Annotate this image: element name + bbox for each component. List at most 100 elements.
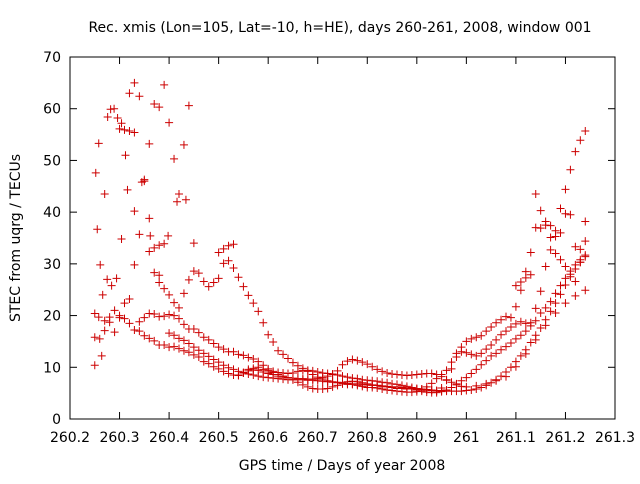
data-point xyxy=(516,286,525,295)
data-point xyxy=(541,221,550,230)
data-point xyxy=(472,381,481,390)
data-point xyxy=(397,383,406,392)
data-point xyxy=(536,323,545,332)
data-point xyxy=(155,241,164,250)
data-point xyxy=(477,383,486,392)
data-point xyxy=(511,319,520,328)
data-point xyxy=(209,362,218,371)
data-point xyxy=(204,352,213,361)
x-tick-label: 261.3 xyxy=(595,430,635,446)
data-point xyxy=(244,353,253,362)
data-point xyxy=(298,374,307,383)
data-point xyxy=(175,303,183,312)
data-point xyxy=(338,378,347,387)
data-point xyxy=(497,372,506,381)
y-tick-label: 60 xyxy=(43,102,61,118)
data-point xyxy=(546,245,555,254)
data-point xyxy=(531,335,540,344)
data-point xyxy=(407,371,416,380)
x-tick-label: 260.5 xyxy=(199,430,239,446)
data-point xyxy=(497,330,506,339)
data-point xyxy=(467,350,476,359)
data-point xyxy=(561,274,570,283)
data-point xyxy=(150,336,159,345)
data-point xyxy=(204,282,213,291)
data-point xyxy=(184,339,193,348)
data-point xyxy=(145,309,154,318)
data-point xyxy=(254,366,263,375)
data-point xyxy=(165,343,174,352)
data-point xyxy=(155,278,164,287)
data-point xyxy=(135,317,144,326)
data-point xyxy=(140,313,149,322)
data-point xyxy=(556,290,565,299)
data-point xyxy=(244,366,253,375)
x-tick-label: 260.3 xyxy=(99,430,139,446)
x-tick-label: 260.4 xyxy=(149,430,189,446)
data-point xyxy=(269,337,278,346)
data-point xyxy=(521,319,530,328)
data-point xyxy=(117,119,126,128)
data-point xyxy=(482,327,491,336)
data-point xyxy=(536,287,545,296)
data-point xyxy=(551,308,560,317)
y-tick-label: 10 xyxy=(43,360,61,376)
data-point xyxy=(103,275,112,284)
data-point xyxy=(165,118,174,127)
data-point xyxy=(303,366,312,375)
data-point xyxy=(91,168,100,177)
data-point xyxy=(511,302,520,311)
data-point xyxy=(452,352,461,361)
data-point xyxy=(556,204,565,213)
data-point xyxy=(308,375,317,384)
data-point xyxy=(452,380,461,389)
data-point xyxy=(194,346,203,355)
data-point xyxy=(566,210,575,219)
data-point xyxy=(442,375,451,384)
data-point xyxy=(145,334,154,343)
data-point xyxy=(417,370,426,379)
data-point xyxy=(482,356,491,365)
data-point xyxy=(100,326,109,335)
data-point xyxy=(571,147,580,156)
data-point xyxy=(536,224,545,233)
data-point xyxy=(214,364,223,373)
data-point xyxy=(288,358,297,367)
data-point xyxy=(492,376,501,385)
data-point xyxy=(536,206,545,215)
data-point xyxy=(482,345,491,354)
data-point xyxy=(214,343,223,352)
data-point xyxy=(150,243,159,252)
x-axis-label: GPS time / Days of year 2008 xyxy=(239,458,446,474)
data-point xyxy=(110,328,119,337)
data-point xyxy=(581,237,590,246)
data-point xyxy=(170,331,179,340)
data-point xyxy=(521,349,530,358)
data-point xyxy=(279,373,288,382)
data-point xyxy=(150,310,159,319)
data-point xyxy=(100,316,109,325)
data-point xyxy=(189,350,198,359)
data-point xyxy=(95,334,104,343)
data-point xyxy=(90,309,99,318)
data-point xyxy=(106,105,115,114)
data-point xyxy=(254,357,263,366)
data-point xyxy=(462,373,471,382)
data-point xyxy=(333,378,342,387)
y-tick-label: 0 xyxy=(52,412,61,428)
data-point xyxy=(105,313,114,322)
y-axis-label: STEC from uqrg / TECUs xyxy=(8,154,24,322)
data-point xyxy=(462,337,471,346)
data-point xyxy=(254,307,263,316)
data-point xyxy=(363,380,372,389)
data-point xyxy=(284,354,292,363)
data-point xyxy=(140,175,149,184)
data-point xyxy=(531,316,540,325)
data-point xyxy=(224,363,233,372)
data-point xyxy=(165,310,174,319)
data-point xyxy=(125,89,134,98)
y-axis: 0 10 20 30 40 50 60 70 xyxy=(43,50,615,428)
data-point xyxy=(397,371,406,380)
data-point xyxy=(546,233,555,242)
data-point xyxy=(427,379,436,388)
